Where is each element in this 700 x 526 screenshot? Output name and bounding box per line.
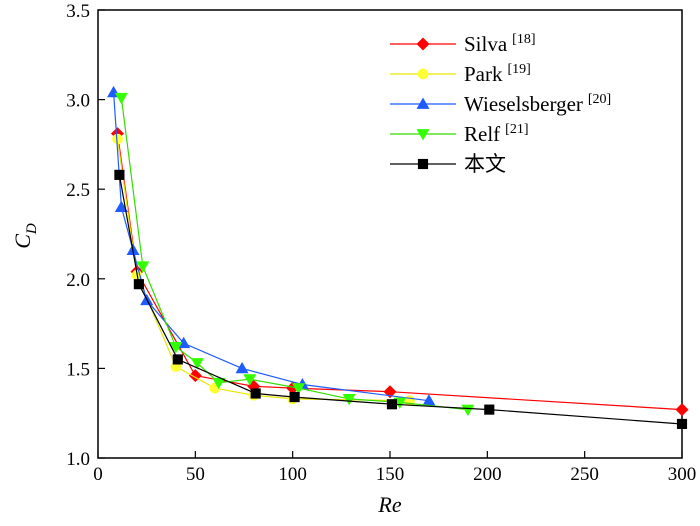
y-axis-title-main: C [10,234,35,249]
data-point [289,392,300,403]
data-point [676,418,688,430]
x-tick-label: 250 [570,464,599,485]
data-point [235,361,249,374]
data-point [484,404,495,415]
series-4 [114,169,688,430]
series-line [118,174,683,425]
legend-entry: Relf [21] [390,122,528,146]
legend-marker [417,158,429,170]
y-tick-label: 2.0 [66,270,90,291]
legend-ref: [21] [505,122,528,137]
legend-label: 本文 [464,152,506,176]
data-point [112,133,123,145]
data-point [250,388,261,399]
legend-name: Silva [464,32,508,56]
data-point [675,403,689,417]
series-1 [112,133,415,406]
data-point [212,377,226,390]
legend-entry: Wieselsberger [20] [390,92,611,116]
series-line [116,138,410,402]
data-point [114,92,128,105]
y-tick-label: 1.0 [66,449,90,470]
y-axis-title-sub: D [24,223,40,235]
y-axis: 1.0 1.5 2.0 2.5 3.0 3.5 [66,1,105,470]
legend-ref: [19] [508,62,531,77]
y-tick-label: 3.0 [66,91,90,112]
data-point [243,374,257,386]
data-point [172,354,183,365]
x-tick-label: 0 [93,464,103,485]
x-tick-label: 200 [473,464,502,485]
legend-marker [416,37,430,51]
legend-ref: [20] [588,92,611,107]
data-point [133,279,144,290]
y-tick-label: 3.5 [66,1,90,22]
legend: Silva [18] Park [19] Wieselsberger [20] Relf [2… [390,32,611,176]
data-point [292,383,306,395]
series-3 [114,92,475,417]
y-tick-label: 2.5 [66,180,90,201]
legend-ref: [18] [512,32,535,47]
data-point [136,261,150,273]
data-point [461,404,475,417]
x-tick-label: 300 [668,464,697,485]
data-point [190,358,204,370]
legend-entry: Park [19] [390,62,531,86]
data-point [169,342,183,354]
data-point [422,394,436,406]
legend-label: Wieselsberger [20] [464,92,611,116]
legend-name: 本文 [464,152,506,176]
legend-marker [417,68,429,80]
legend-label: Relf [21] [464,122,528,146]
series-line [120,97,468,411]
x-axis: 0 50 100 150 200 250 300 [93,451,696,485]
legend-marker [416,97,430,109]
legend-name: Relf [464,122,500,146]
x-axis-title: Re [377,492,401,517]
data-point [386,399,398,410]
legend-name: Park [464,62,503,86]
x-tick-label: 100 [278,464,307,485]
svg-text:CD: CD [10,223,40,249]
data-point [114,200,128,212]
legend-entry: 本文 [390,152,506,176]
legend-marker [416,129,430,141]
legend-name: Wieselsberger [464,92,583,116]
x-tick-label: 50 [186,464,205,485]
series-layer [107,85,689,430]
data-point [114,169,125,180]
y-axis-title: CD [10,223,40,249]
series-line [113,92,429,402]
data-point [342,393,356,406]
legend-entry: Silva [18] [390,32,536,56]
legend-label: Park [19] [464,62,531,86]
y-tick-label: 1.5 [66,359,90,380]
legend-label: Silva [18] [464,32,536,56]
series-0 [110,127,689,417]
x-tick-label: 150 [376,464,405,485]
series-2 [107,85,436,406]
